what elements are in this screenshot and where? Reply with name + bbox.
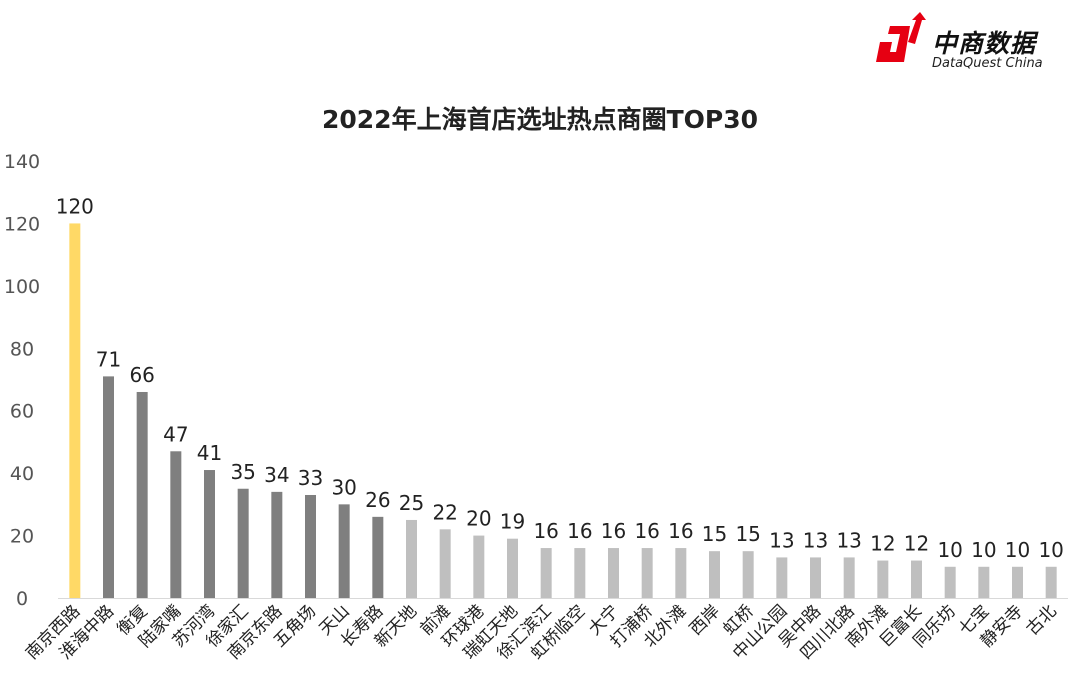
value-label-七宝: 10 (971, 538, 996, 562)
value-label-四川北路: 13 (836, 528, 861, 552)
value-label-巨富长: 12 (904, 532, 929, 556)
bar-中山公园 (776, 557, 788, 598)
y-tick-label: 0 (16, 588, 28, 610)
value-label-衡复: 66 (129, 363, 154, 387)
bars-group (69, 223, 1057, 598)
value-label-南京东路: 34 (264, 463, 289, 487)
bar-新天地 (406, 519, 417, 598)
bar-陆家嘴 (170, 451, 182, 598)
value-label-陆家嘴: 47 (163, 422, 188, 446)
bar-打浦桥 (641, 548, 653, 598)
category-label-古北: 古北 (1023, 601, 1061, 639)
bar-吴中路 (810, 557, 821, 598)
value-label-天山: 30 (331, 475, 356, 499)
y-tick-label: 120 (4, 213, 40, 235)
value-label-五角场: 33 (298, 466, 323, 490)
value-label-徐家汇: 35 (230, 460, 255, 484)
bar-衡复 (136, 391, 148, 598)
value-label-虹桥临空: 16 (567, 519, 592, 543)
value-label-南京西路: 120 (56, 194, 94, 218)
bar-南京东路 (271, 491, 283, 598)
bar-瑞虹天地 (507, 538, 518, 598)
dataquest-logo: 中商数据 DataQuest China (868, 10, 1068, 76)
bar-前滩 (439, 529, 451, 598)
bar-环球港 (473, 535, 485, 598)
y-tick-label: 20 (10, 526, 34, 548)
bar-虹桥 (742, 551, 754, 598)
value-label-古北: 10 (1038, 538, 1063, 562)
bar-淮海中路 (103, 376, 114, 598)
category-labels-group: 南京西路淮海中路衡复陆家嘴苏河湾徐家汇南京东路五角场天山长寿路新天地前滩环球港瑞… (22, 601, 1061, 663)
category-label-西岸: 西岸 (686, 601, 724, 639)
bar-徐汇滨江 (540, 548, 552, 598)
value-label-新天地: 25 (399, 491, 424, 515)
value-label-西岸: 15 (702, 522, 727, 546)
value-label-虹桥: 15 (735, 522, 760, 546)
value-label-大宁: 16 (601, 519, 626, 543)
value-label-前滩: 22 (432, 500, 457, 524)
y-tick-label: 60 (10, 401, 34, 423)
logo-name-en: DataQuest China (932, 56, 1043, 71)
bar-四川北路 (843, 557, 855, 598)
value-label-中山公园: 13 (769, 528, 794, 552)
bar-南京西路 (69, 223, 81, 598)
chart-title: 2022年上海首店选址热点商圈TOP30 (322, 105, 758, 134)
dataquest-logo-icon (876, 12, 926, 62)
y-tick-label: 140 (4, 151, 40, 173)
value-label-南外滩: 12 (870, 532, 895, 556)
bar-七宝 (978, 566, 990, 598)
value-label-打浦桥: 16 (634, 519, 659, 543)
y-tick-label: 40 (10, 463, 34, 485)
y-axis-ticks: 0 20 40 60 80 100 120 140 (4, 151, 40, 610)
bar-虹桥临空 (574, 548, 586, 598)
value-label-北外滩: 16 (668, 519, 693, 543)
value-label-苏河湾: 41 (197, 441, 222, 465)
bar-巨富长 (911, 560, 922, 598)
bar-静安寺 (1012, 566, 1023, 598)
y-tick-label: 100 (4, 276, 40, 298)
value-label-淮海中路: 71 (96, 347, 121, 371)
value-label-环球港: 20 (466, 507, 491, 531)
bar-北外滩 (675, 548, 687, 598)
value-label-吴中路: 13 (803, 528, 828, 552)
bar-五角场 (305, 494, 316, 598)
value-label-瑞虹天地: 19 (500, 510, 525, 534)
value-labels-group: 120 71 66 47 41 35 34 33 30 26 25 22 20 19 16 16 16 16 16 1… (56, 194, 1064, 561)
bar-天山 (338, 504, 350, 598)
bar-苏河湾 (204, 470, 215, 598)
y-tick-label: 80 (10, 338, 34, 360)
value-label-长寿路: 26 (365, 488, 390, 512)
bar-徐家汇 (237, 488, 249, 598)
bar-同乐坊 (944, 566, 956, 598)
value-label-徐汇滨江: 16 (533, 519, 558, 543)
bar-西岸 (709, 551, 720, 598)
bar-古北 (1045, 566, 1057, 598)
bar-大宁 (608, 548, 619, 598)
bar-南外滩 (877, 560, 889, 598)
logo-name-cn: 中商数据 (932, 29, 1037, 58)
value-label-同乐坊: 10 (937, 538, 962, 562)
bar-长寿路 (372, 516, 384, 598)
value-label-静安寺: 10 (1005, 538, 1030, 562)
